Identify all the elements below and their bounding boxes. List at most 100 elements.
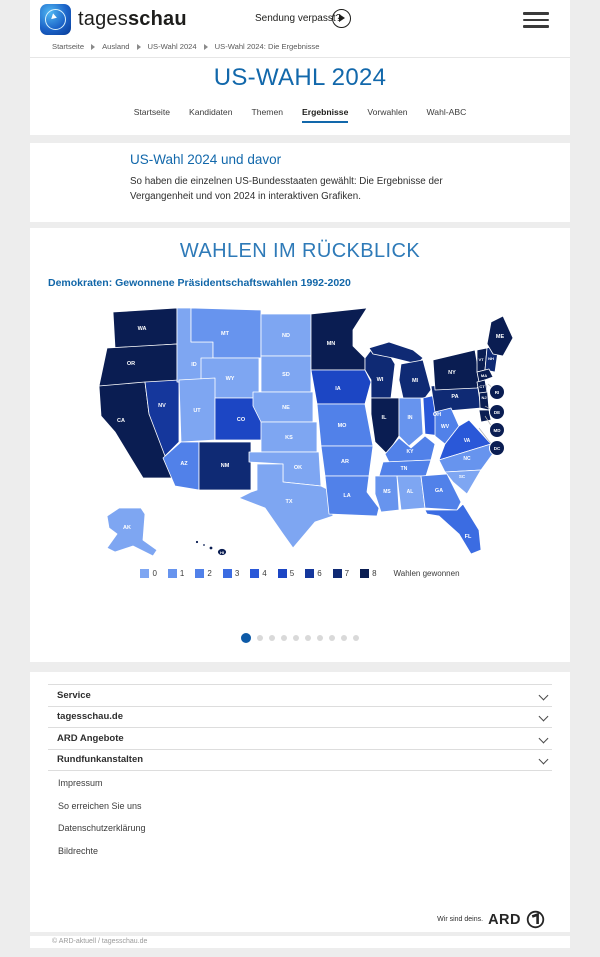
legend-value: 0 xyxy=(152,569,157,578)
state-AZ[interactable] xyxy=(162,441,200,491)
state-TN[interactable] xyxy=(378,459,432,477)
state-SD[interactable] xyxy=(260,355,312,393)
copyright-bar: © ARD-aktuell / tagesschau.de xyxy=(30,936,570,948)
carousel-dot-2[interactable] xyxy=(269,635,275,641)
state-MD[interactable] xyxy=(489,422,505,438)
tab-ergebnisse[interactable]: Ergebnisse xyxy=(302,107,349,123)
state-MI[interactable] xyxy=(398,359,432,399)
carousel-dot-5[interactable] xyxy=(305,635,311,641)
breadcrumb-item[interactable]: US-Wahl 2024 xyxy=(147,42,197,51)
legend-swatch xyxy=(332,569,342,578)
chevron-down-icon xyxy=(539,755,548,764)
tab-vorwahlen[interactable]: Vorwahlen xyxy=(367,107,408,117)
carousel-dot-9[interactable] xyxy=(353,635,359,641)
menu-button[interactable] xyxy=(523,12,549,28)
carousel-dot-4[interactable] xyxy=(293,635,299,641)
footer-links: Impressum So erreichen Sie uns Datenschutz… xyxy=(58,778,146,868)
state-MS[interactable] xyxy=(374,475,400,513)
state-NE[interactable] xyxy=(252,391,314,423)
state-LA[interactable] xyxy=(324,475,380,517)
breadcrumb-item[interactable]: US-Wahl 2024: Die Ergebnisse xyxy=(214,42,320,51)
tab-wahl-abc[interactable]: Wahl-ABC xyxy=(426,107,467,117)
state-MO[interactable] xyxy=(316,403,374,447)
teaser-card[interactable]: US-Wahl 2024 und davor So haben die einz… xyxy=(30,143,570,222)
state-IN[interactable] xyxy=(398,397,424,447)
brand-wordmark[interactable]: tagesschau xyxy=(78,8,187,30)
legend-item: 5 xyxy=(277,569,294,578)
missed-show-link[interactable]: Sendung verpasst? xyxy=(255,13,342,24)
carousel-dot-3[interactable] xyxy=(281,635,287,641)
accordion-label: Service xyxy=(57,689,91,701)
state-AR[interactable] xyxy=(320,445,374,477)
tagesschau-logo-icon[interactable] xyxy=(40,4,71,35)
state-DC[interactable] xyxy=(489,440,505,456)
state-FL[interactable] xyxy=(424,503,482,555)
accordion-rundfunkanstalten[interactable]: Rundfunkanstalten xyxy=(48,750,552,771)
state-GA[interactable] xyxy=(420,473,462,511)
state-NC[interactable] xyxy=(438,443,498,473)
carousel-dot-6[interactable] xyxy=(317,635,323,641)
tab-bar: Startseite Kandidaten Themen Ergebnisse Vorw… xyxy=(30,107,570,123)
state-ME[interactable] xyxy=(486,315,514,357)
state-NM[interactable] xyxy=(198,441,252,491)
tab-kandidaten[interactable]: Kandidaten xyxy=(189,107,233,117)
footer-accordion: Service tagesschau.de ARD Angebote Rundfunk… xyxy=(48,684,552,771)
footer-link-impressum[interactable]: Impressum xyxy=(58,778,103,788)
accordion-service[interactable]: Service xyxy=(48,685,552,707)
breadcrumb-item[interactable]: Startseite xyxy=(52,42,85,51)
tab-themen[interactable]: Themen xyxy=(251,107,284,117)
state-WA[interactable] xyxy=(112,307,178,349)
state-VA[interactable] xyxy=(438,419,492,461)
state-HI-island[interactable] xyxy=(202,543,206,547)
state-UT[interactable] xyxy=(178,377,216,443)
accordion-tagesschau-de[interactable]: tagesschau.de xyxy=(48,707,552,728)
legend-item: 8 xyxy=(360,569,377,578)
state-HI-island[interactable] xyxy=(195,540,199,544)
state-IA[interactable] xyxy=(310,369,372,405)
chevron-down-icon xyxy=(539,712,548,721)
state-RI[interactable] xyxy=(489,384,505,400)
state-HI-island[interactable] xyxy=(208,545,214,551)
ard-brand: Wir sind deins. ARD xyxy=(437,910,545,929)
page-title: US-WAHL 2024 xyxy=(213,64,387,91)
state-DE[interactable] xyxy=(489,404,505,420)
legend-value: 3 xyxy=(234,569,240,578)
tab-startseite[interactable]: Startseite xyxy=(133,107,170,117)
state-AL[interactable] xyxy=(396,475,426,511)
footer-link-bildrechte[interactable]: Bildrechte xyxy=(58,845,99,856)
legend-swatch xyxy=(305,569,315,578)
legend-swatch xyxy=(360,569,370,578)
state-TX[interactable] xyxy=(238,463,334,549)
state-NV[interactable] xyxy=(144,379,180,457)
copyright-text: © ARD-aktuell / tagesschau.de xyxy=(52,938,148,945)
state-NY[interactable] xyxy=(432,349,484,391)
accordion-label: tagesschau.de xyxy=(57,711,123,723)
accordion-ard-angebote[interactable]: ARD Angebote xyxy=(48,728,552,750)
state-OR[interactable] xyxy=(98,343,178,387)
carousel-dots xyxy=(30,633,570,643)
state-MN[interactable] xyxy=(310,307,368,371)
ard-wordmark: ARD xyxy=(488,911,521,928)
state-CT[interactable] xyxy=(476,379,488,394)
play-button[interactable] xyxy=(332,9,351,28)
footer-link-so-erreichen-sie-uns[interactable]: So erreichen Sie uns xyxy=(58,800,142,811)
breadcrumb-separator-icon xyxy=(203,43,208,50)
carousel-dot-1[interactable] xyxy=(257,635,263,641)
state-SC[interactable] xyxy=(444,469,482,495)
accordion-label: Rundfunkanstalten xyxy=(57,754,144,766)
state-HI[interactable] xyxy=(217,548,227,556)
teaser-body: So haben die einzelnen US-Bundesstaaten … xyxy=(130,176,443,202)
state-ND[interactable] xyxy=(260,313,312,357)
state-AK[interactable] xyxy=(106,507,158,557)
state-MA[interactable] xyxy=(476,368,494,383)
state-KS[interactable] xyxy=(260,421,318,453)
legend-swatch xyxy=(277,569,287,578)
footer-link-datenschutzerkl-rung[interactable]: Datenschutzerklärung xyxy=(58,823,146,833)
teaser-title[interactable]: US-Wahl 2024 und davor xyxy=(130,152,282,167)
carousel-dot-8[interactable] xyxy=(341,635,347,641)
carousel-dot-7[interactable] xyxy=(329,635,335,641)
breadcrumb-item[interactable]: Ausland xyxy=(102,42,130,51)
legend-value: 7 xyxy=(344,569,350,578)
carousel-dot-0[interactable] xyxy=(241,633,251,643)
